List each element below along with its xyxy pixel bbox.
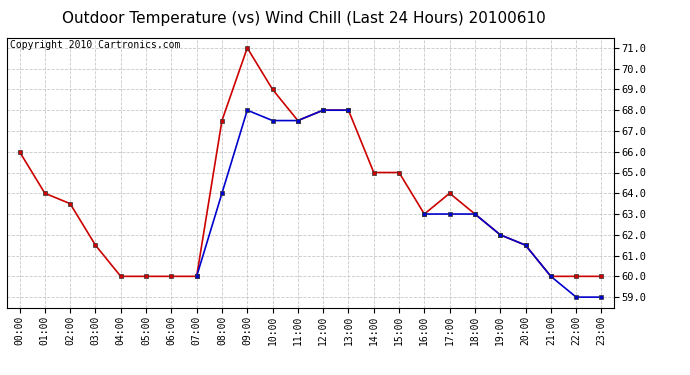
Text: Copyright 2010 Cartronics.com: Copyright 2010 Cartronics.com (10, 40, 180, 50)
Text: Outdoor Temperature (vs) Wind Chill (Last 24 Hours) 20100610: Outdoor Temperature (vs) Wind Chill (Las… (61, 11, 546, 26)
